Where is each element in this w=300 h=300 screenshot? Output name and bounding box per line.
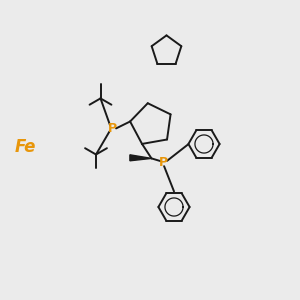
Text: P: P [159,156,168,169]
Text: P: P [108,122,117,135]
Polygon shape [130,155,152,161]
Text: Fe: Fe [15,138,36,156]
